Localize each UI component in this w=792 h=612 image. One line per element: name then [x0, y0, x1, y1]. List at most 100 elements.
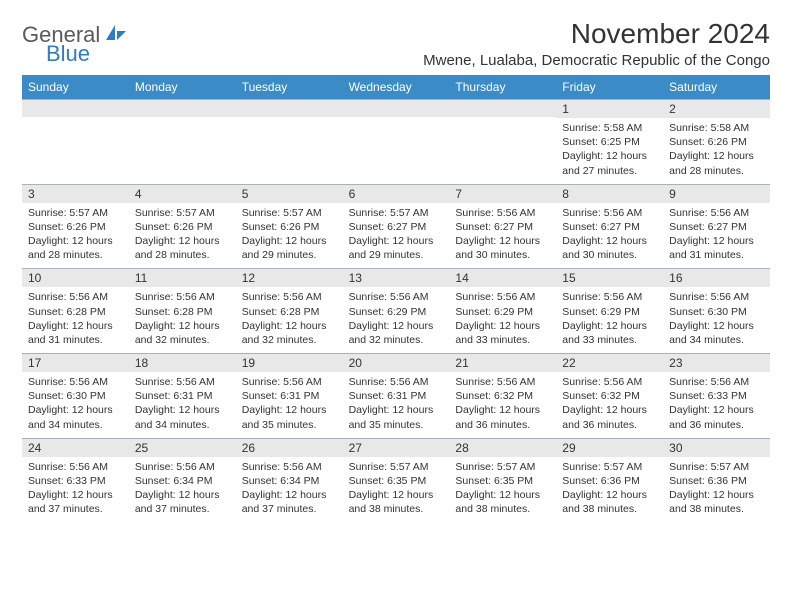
- daylight2-line: and 28 minutes.: [669, 164, 764, 178]
- sunrise-line: Sunrise: 5:57 AM: [242, 206, 337, 220]
- cell-body: Sunrise: 5:57 AMSunset: 6:36 PMDaylight:…: [663, 460, 770, 517]
- daylight2-line: and 27 minutes.: [562, 164, 657, 178]
- cell-body: Sunrise: 5:57 AMSunset: 6:26 PMDaylight:…: [129, 206, 236, 263]
- sunrise-line: Sunrise: 5:57 AM: [669, 460, 764, 474]
- sunrise-line: Sunrise: 5:56 AM: [455, 206, 550, 220]
- logo-text-block: General Blue: [22, 24, 127, 65]
- sunrise-line: Sunrise: 5:56 AM: [242, 460, 337, 474]
- sunrise-line: Sunrise: 5:56 AM: [669, 375, 764, 389]
- daylight2-line: and 32 minutes.: [135, 333, 230, 347]
- calendar-cell: [343, 99, 450, 184]
- logo: General Blue: [22, 24, 127, 65]
- sunset-line: Sunset: 6:31 PM: [135, 389, 230, 403]
- cell-body: Sunrise: 5:57 AMSunset: 6:35 PMDaylight:…: [343, 460, 450, 517]
- sunrise-line: Sunrise: 5:56 AM: [349, 375, 444, 389]
- sunrise-line: Sunrise: 5:57 AM: [28, 206, 123, 220]
- cell-body: Sunrise: 5:57 AMSunset: 6:36 PMDaylight:…: [556, 460, 663, 517]
- calendar-cell: 11 Sunrise: 5:56 AMSunset: 6:28 PMDayligh…: [129, 268, 236, 353]
- daylight2-line: and 36 minutes.: [669, 418, 764, 432]
- calendar-cell: 2Sunrise: 5:58 AMSunset: 6:26 PMDaylight…: [663, 99, 770, 184]
- sunset-line: Sunset: 6:31 PM: [349, 389, 444, 403]
- cell-body: Sunrise: 5:58 AMSunset: 6:25 PMDaylight:…: [556, 121, 663, 178]
- daylight1-line: Daylight: 12 hours: [562, 149, 657, 163]
- sunrise-line: Sunrise: 5:56 AM: [669, 206, 764, 220]
- weekday-sun: Sunday: [22, 75, 129, 99]
- sunset-line: Sunset: 6:36 PM: [669, 474, 764, 488]
- weekday-mon: Monday: [129, 75, 236, 99]
- header: General Blue November 2024 Mwene, Lualab…: [22, 18, 770, 69]
- daylight1-line: Daylight: 12 hours: [28, 488, 123, 502]
- daylight2-line: and 33 minutes.: [562, 333, 657, 347]
- sunrise-line: Sunrise: 5:57 AM: [349, 206, 444, 220]
- sunrise-line: Sunrise: 5:56 AM: [669, 290, 764, 304]
- calendar-cell: [236, 99, 343, 184]
- calendar-cell: 18Sunrise: 5:56 AMSunset: 6:31 PMDayligh…: [129, 353, 236, 438]
- daylight1-line: Daylight: 12 hours: [349, 319, 444, 333]
- sunrise-line: Sunrise: 5:57 AM: [562, 460, 657, 474]
- daylight2-line: and 29 minutes.: [349, 248, 444, 262]
- calendar-cell: 29Sunrise: 5:57 AMSunset: 6:36 PMDayligh…: [556, 438, 663, 523]
- weekday-fri: Friday: [556, 75, 663, 99]
- sunrise-line: Sunrise: 5:56 AM: [135, 290, 230, 304]
- calendar-cell: 17Sunrise: 5:56 AMSunset: 6:30 PMDayligh…: [22, 353, 129, 438]
- sunset-line: Sunset: 6:32 PM: [455, 389, 550, 403]
- cell-body: Sunrise: 5:56 AMSunset: 6:30 PMDaylight:…: [22, 375, 129, 432]
- sunset-line: Sunset: 6:32 PM: [562, 389, 657, 403]
- weekday-wed: Wednesday: [343, 75, 450, 99]
- cell-body: Sunrise: 5:56 AMSunset: 6:28 PMDaylight:…: [129, 290, 236, 347]
- sunset-line: Sunset: 6:31 PM: [242, 389, 337, 403]
- cell-body: Sunrise: 5:56 AMSunset: 6:32 PMDaylight:…: [556, 375, 663, 432]
- calendar-cell: 26Sunrise: 5:56 AMSunset: 6:34 PMDayligh…: [236, 438, 343, 523]
- calendar-cell: 14Sunrise: 5:56 AMSunset: 6:29 PMDayligh…: [449, 268, 556, 353]
- daylight2-line: and 36 minutes.: [455, 418, 550, 432]
- day-number: 18: [129, 354, 236, 372]
- cell-body: Sunrise: 5:56 AMSunset: 6:34 PMDaylight:…: [236, 460, 343, 517]
- sunset-line: Sunset: 6:35 PM: [455, 474, 550, 488]
- day-number: 8: [556, 185, 663, 203]
- daylight1-line: Daylight: 12 hours: [669, 403, 764, 417]
- sunset-line: Sunset: 6:26 PM: [669, 135, 764, 149]
- daylight1-line: Daylight: 12 hours: [349, 403, 444, 417]
- sunrise-line: Sunrise: 5:56 AM: [349, 290, 444, 304]
- sunset-line: Sunset: 6:29 PM: [349, 305, 444, 319]
- calendar-cell: 21Sunrise: 5:56 AMSunset: 6:32 PMDayligh…: [449, 353, 556, 438]
- daylight2-line: and 30 minutes.: [455, 248, 550, 262]
- day-number: 30: [663, 439, 770, 457]
- cell-body: Sunrise: 5:56 AMSunset: 6:29 PMDaylight:…: [343, 290, 450, 347]
- day-number: 27: [343, 439, 450, 457]
- day-number: 11: [129, 269, 236, 287]
- sail-icon: [105, 24, 127, 47]
- calendar-cell: 4Sunrise: 5:57 AMSunset: 6:26 PMDaylight…: [129, 184, 236, 269]
- daylight1-line: Daylight: 12 hours: [455, 488, 550, 502]
- daylight2-line: and 28 minutes.: [28, 248, 123, 262]
- calendar-page: General Blue November 2024 Mwene, Lualab…: [0, 0, 792, 522]
- sunset-line: Sunset: 6:30 PM: [28, 389, 123, 403]
- sunrise-line: Sunrise: 5:56 AM: [135, 375, 230, 389]
- calendar-cell: 1Sunrise: 5:58 AMSunset: 6:25 PMDaylight…: [556, 99, 663, 184]
- calendar-cell: 30 Sunrise: 5:57 AMSunset: 6:36 PMDayligh…: [663, 438, 770, 523]
- daylight1-line: Daylight: 12 hours: [562, 488, 657, 502]
- day-number: 20: [343, 354, 450, 372]
- cell-body: Sunrise: 5:56 AMSunset: 6:30 PMDaylight:…: [663, 290, 770, 347]
- day-number: 3: [22, 185, 129, 203]
- cell-body: Sunrise: 5:57 AMSunset: 6:26 PMDaylight:…: [22, 206, 129, 263]
- weekday-thu: Thursday: [449, 75, 556, 99]
- cell-body: Sunrise: 5:56 AMSunset: 6:27 PMDaylight:…: [556, 206, 663, 263]
- sunset-line: Sunset: 6:35 PM: [349, 474, 444, 488]
- sunset-line: Sunset: 6:27 PM: [349, 220, 444, 234]
- calendar-cell: 3 Sunrise: 5:57 AMSunset: 6:26 PMDaylight…: [22, 184, 129, 269]
- daylight1-line: Daylight: 12 hours: [135, 234, 230, 248]
- daylight1-line: Daylight: 12 hours: [28, 234, 123, 248]
- day-number: 28: [449, 439, 556, 457]
- calendar-cell: 20 Sunrise: 5:56 AMSunset: 6:31 PMDayligh…: [343, 353, 450, 438]
- sunrise-line: Sunrise: 5:56 AM: [28, 460, 123, 474]
- cell-body: Sunrise: 5:56 AMSunset: 6:31 PMDaylight:…: [343, 375, 450, 432]
- daylight2-line: and 31 minutes.: [28, 333, 123, 347]
- daylight1-line: Daylight: 12 hours: [349, 488, 444, 502]
- cell-body: Sunrise: 5:56 AMSunset: 6:34 PMDaylight:…: [129, 460, 236, 517]
- daylight2-line: and 37 minutes.: [135, 502, 230, 516]
- sunset-line: Sunset: 6:29 PM: [562, 305, 657, 319]
- daylight2-line: and 38 minutes.: [562, 502, 657, 516]
- daylight2-line: and 35 minutes.: [349, 418, 444, 432]
- cell-body: Sunrise: 5:56 AMSunset: 6:31 PMDaylight:…: [236, 375, 343, 432]
